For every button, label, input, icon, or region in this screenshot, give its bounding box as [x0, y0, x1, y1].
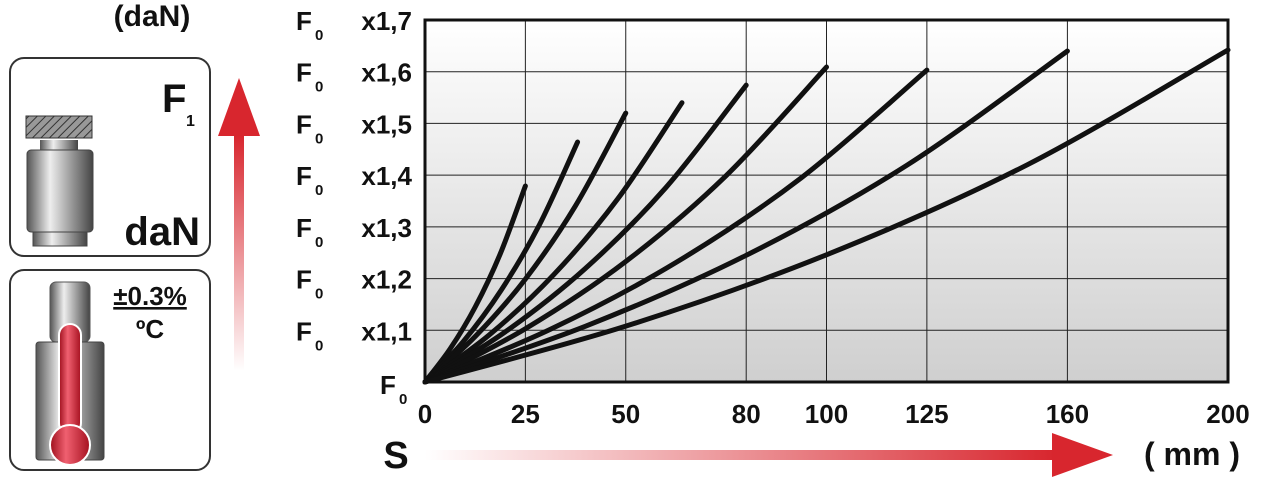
x-tick-label: 25: [511, 399, 540, 429]
load-plate: [25, 115, 93, 139]
up-arrow-head: [218, 78, 260, 136]
y-tick-label: F: [296, 6, 312, 36]
thermometer-stem: [58, 323, 82, 435]
curve: [422, 48, 1070, 385]
curve: [422, 82, 749, 385]
piston-rod: [40, 140, 78, 150]
y-tick-subscript: 0: [399, 391, 407, 408]
y-tick-factor: x1,4: [361, 161, 412, 191]
x-axis-label: ( mm ): [1144, 436, 1240, 472]
y-tick-factor: x1,1: [361, 316, 412, 346]
plot-frame: [423, 18, 1230, 384]
right-arrow-shaft: [425, 450, 1055, 460]
force-subscript: 1: [186, 113, 195, 130]
per-unit: ºC: [136, 314, 164, 344]
x-tick-label: 125: [905, 399, 948, 429]
force-unit: daN: [124, 210, 200, 254]
up-arrow-shaft: [234, 135, 244, 371]
side-panel: (daN) F 1 daN ±0.3% ºC: [9, 0, 260, 471]
y-tick-label: F: [296, 109, 312, 139]
right-arrow-head: [1052, 433, 1113, 477]
y-tick-subscript: 0: [315, 234, 323, 251]
cylinder-base: [32, 231, 88, 247]
y-tick-factor: x1,2: [361, 265, 412, 295]
curve: [422, 67, 930, 385]
x-tick-label: 80: [732, 399, 761, 429]
x-tick-label: 100: [805, 399, 848, 429]
x-tick-label: 160: [1046, 399, 1089, 429]
x-tick-label: 200: [1206, 399, 1249, 429]
y-tick-label: F: [296, 58, 312, 88]
x-tick-label: 0: [418, 399, 432, 429]
y-tick-factor: x1,5: [361, 109, 412, 139]
y-tick-subscript: 0: [315, 27, 323, 44]
plot-area: F 0F 0 x1,1F 0 x1,2F 0 x1,3F 0 x1,4F 0 x1,5F 0 x1,6F 0…: [296, 6, 1250, 429]
curve: [422, 183, 528, 385]
y-tick-subscript: 0: [315, 337, 323, 354]
y-tick-factor: x1,7: [361, 6, 412, 36]
y-tick-subscript: 0: [315, 79, 323, 96]
y-tick-label: F: [296, 213, 312, 243]
x-axis-symbol: S: [383, 435, 408, 477]
y-axis-label: (daN): [114, 0, 191, 33]
curve: [422, 110, 629, 385]
y-tick-label: F: [380, 370, 396, 400]
y-tick-subscript: 0: [315, 130, 323, 147]
y-tick-factor: x1,3: [361, 213, 412, 243]
x-tick-label: 50: [611, 399, 640, 429]
curve: [422, 139, 581, 385]
y-tick-label: F: [296, 265, 312, 295]
force-symbol: F: [162, 77, 186, 121]
y-tick-subscript: 0: [315, 286, 323, 303]
y-tick-label: F: [296, 161, 312, 191]
thermometer-bulb: [49, 424, 91, 466]
cylinder-body: [26, 149, 94, 233]
tolerance: ±0.3%: [113, 281, 187, 311]
curve: [422, 100, 685, 385]
y-tick-subscript: 0: [315, 182, 323, 199]
y-tick-factor: x1,6: [361, 58, 412, 88]
curve: [422, 47, 1231, 385]
y-tick-label: F: [296, 316, 312, 346]
curve: [422, 64, 829, 385]
